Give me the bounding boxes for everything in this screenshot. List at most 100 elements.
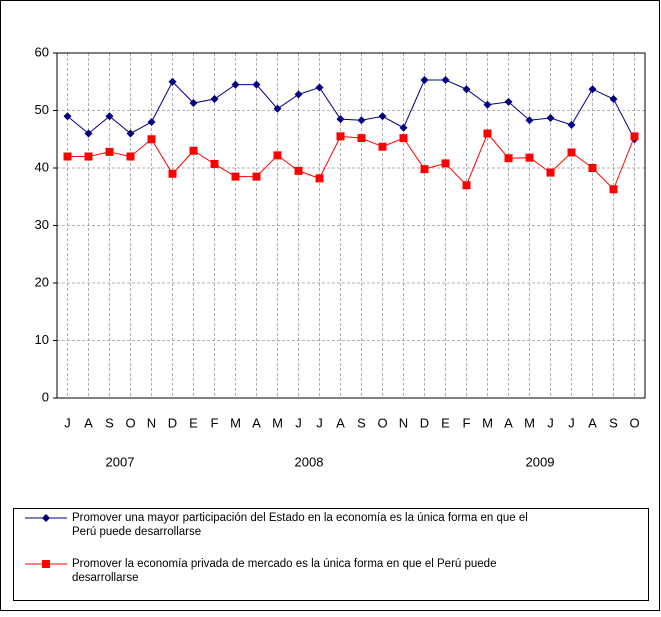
x-tick-label: O: [377, 415, 387, 430]
marker: [546, 113, 555, 122]
marker: [105, 112, 114, 121]
x-tick-label: J: [295, 415, 302, 430]
marker: [84, 152, 93, 161]
marker: [189, 146, 198, 155]
marker: [609, 185, 618, 194]
marker: [105, 147, 114, 156]
y-tick-label: 0: [42, 389, 49, 404]
marker: [420, 76, 429, 85]
legend-box: [13, 508, 649, 601]
marker: [168, 77, 177, 86]
marker: [357, 134, 366, 143]
legend-label: Promover la economía privada de mercado …: [72, 558, 496, 584]
marker: [63, 152, 72, 161]
x-tick-label: M: [482, 415, 493, 430]
marker: [231, 80, 240, 89]
x-tick-label: N: [399, 415, 408, 430]
x-tick-label: E: [441, 415, 450, 430]
x-tick-label: A: [336, 415, 345, 430]
x-tick-label: F: [211, 415, 219, 430]
marker: [168, 169, 177, 178]
x-tick-label: A: [252, 415, 261, 430]
marker: [189, 99, 198, 108]
marker: [357, 116, 366, 125]
marker: [630, 132, 639, 141]
marker: [126, 129, 135, 138]
marker: [210, 159, 219, 168]
marker: [252, 172, 261, 181]
marker: [504, 154, 513, 163]
series-line: [67, 79, 635, 140]
year-label: 2008: [295, 454, 324, 469]
marker: [336, 132, 345, 141]
x-tick-label: S: [357, 415, 366, 430]
marker: [462, 181, 471, 190]
x-tick-label: M: [272, 415, 283, 430]
marker: [315, 174, 324, 183]
legend: Promover una mayor participación del Est…: [25, 512, 528, 584]
marker: [588, 164, 597, 172]
x-tick-label: O: [125, 415, 135, 430]
marker: [273, 151, 282, 160]
marker: [84, 129, 93, 138]
marker: [504, 97, 513, 106]
x-tick-label: J: [568, 415, 575, 430]
marker: [567, 148, 576, 157]
marker: [42, 560, 50, 568]
marker: [378, 112, 387, 121]
marker: [273, 104, 282, 113]
marker: [399, 123, 408, 132]
marker: [231, 172, 240, 181]
marker: [126, 152, 135, 161]
x-tick-label: D: [168, 415, 177, 430]
x-tick-label: N: [147, 415, 156, 430]
marker: [462, 85, 471, 94]
series-line: [67, 132, 635, 191]
x-tick-label: J: [316, 415, 323, 430]
x-tick-label: E: [189, 415, 198, 430]
x-tick-label: S: [609, 415, 618, 430]
x-tick-label: M: [230, 415, 241, 430]
marker: [483, 129, 492, 138]
marker: [294, 90, 303, 99]
marker: [441, 159, 450, 168]
year-label: 2009: [526, 454, 555, 469]
marker: [210, 95, 219, 103]
y-tick-label: 40: [35, 159, 49, 174]
marker: [336, 115, 345, 124]
legend-label: Promover una mayor participación del Est…: [72, 512, 528, 538]
marker: [525, 153, 534, 162]
marker: [483, 100, 492, 109]
plot-border: [56, 52, 646, 399]
marker: [546, 168, 555, 177]
x-tick-label: J: [547, 415, 554, 430]
marker: [42, 514, 50, 522]
marker: [147, 118, 156, 126]
marker: [147, 135, 156, 144]
x-tick-label: S: [105, 415, 114, 430]
marker: [399, 134, 408, 143]
marker: [609, 95, 618, 103]
marker: [252, 80, 261, 89]
y-tick-label: 50: [35, 102, 49, 117]
marker: [63, 112, 72, 121]
y-tick-label: 10: [35, 332, 49, 347]
marker: [525, 116, 534, 125]
x-tick-label: A: [504, 415, 513, 430]
marker: [315, 83, 324, 92]
x-tick-label: A: [84, 415, 93, 430]
marker: [420, 165, 429, 174]
y-tick-label: 60: [35, 44, 49, 59]
marker: [441, 76, 450, 85]
marker: [378, 142, 387, 151]
x-tick-label: D: [420, 415, 429, 430]
x-tick-label: O: [629, 415, 639, 430]
x-tick-label: J: [64, 415, 71, 430]
year-label: 2007: [106, 454, 135, 469]
x-tick-label: A: [588, 415, 597, 430]
plot-area: [57, 53, 645, 398]
y-tick-label: 30: [35, 217, 49, 232]
y-tick-label: 20: [35, 274, 49, 289]
